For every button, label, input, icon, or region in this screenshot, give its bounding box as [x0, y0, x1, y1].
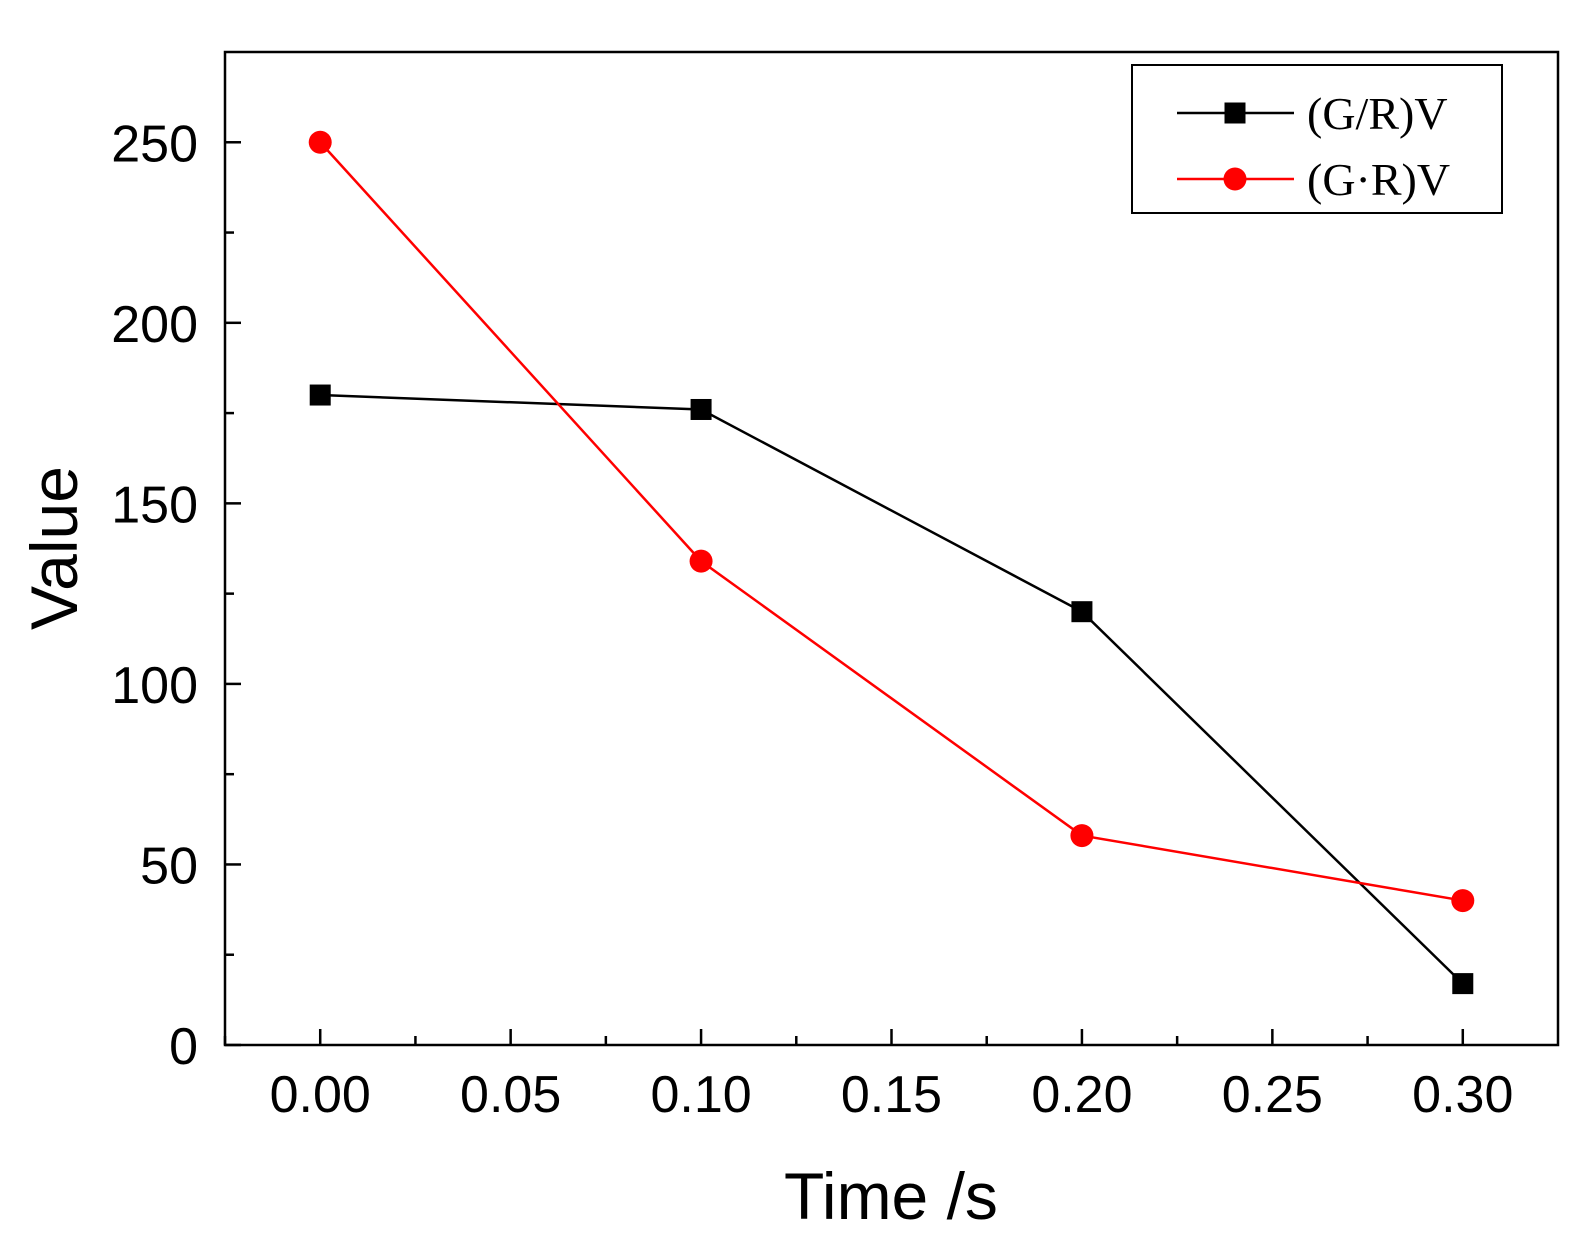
y-tick-label: 50: [140, 837, 198, 895]
plot-frame: [223, 50, 1560, 1047]
series-lines: [319, 141, 1464, 985]
x-tick-label: 0.05: [460, 1066, 561, 1124]
y-tick-label: 250: [111, 115, 198, 173]
data-point-square: [1452, 973, 1474, 995]
data-point-square: [1071, 601, 1093, 623]
x-tick-label: 0.30: [1412, 1066, 1513, 1124]
data-point-circle: [689, 549, 713, 573]
y-tick-label: 100: [111, 657, 198, 715]
y-tick-labels: 0 50 100 150 200 250: [111, 115, 198, 1076]
x-tick-label: 0.15: [841, 1066, 942, 1124]
legend-label: (G·R)V: [1307, 154, 1450, 205]
x-tick-label: 0.00: [270, 1066, 371, 1124]
y-tick-label: 0: [169, 1018, 198, 1076]
x-tick-labels: 0.00 0.05 0.10 0.15 0.20 0.25 0.30: [270, 1066, 1514, 1124]
data-point-circle: [1451, 889, 1475, 913]
y-axis-title: Value: [17, 466, 91, 630]
legend: (G/R)V (G·R)V: [1131, 64, 1503, 214]
series-line-1: [320, 393, 1464, 985]
legend-marker: [1224, 102, 1246, 124]
data-point-circle: [308, 130, 332, 154]
data-point-circle: [1070, 824, 1094, 848]
y-tick-label: 200: [111, 296, 198, 354]
x-axis-title: Time /s: [784, 1159, 998, 1233]
data-point-square: [309, 384, 331, 406]
y-tick-label: 150: [111, 476, 198, 534]
series-line-2: [319, 141, 1463, 902]
data-point-square: [690, 398, 712, 420]
minor-ticks: [223, 231, 1369, 1045]
legend-label: (G/R)V: [1307, 88, 1448, 139]
legend-marker: [1223, 167, 1247, 191]
legend-box: [1131, 64, 1503, 214]
x-tick-label: 0.20: [1031, 1066, 1132, 1124]
x-tick-label: 0.25: [1222, 1066, 1323, 1124]
series-markers: [308, 130, 1475, 995]
x-tick-label: 0.10: [650, 1066, 751, 1124]
